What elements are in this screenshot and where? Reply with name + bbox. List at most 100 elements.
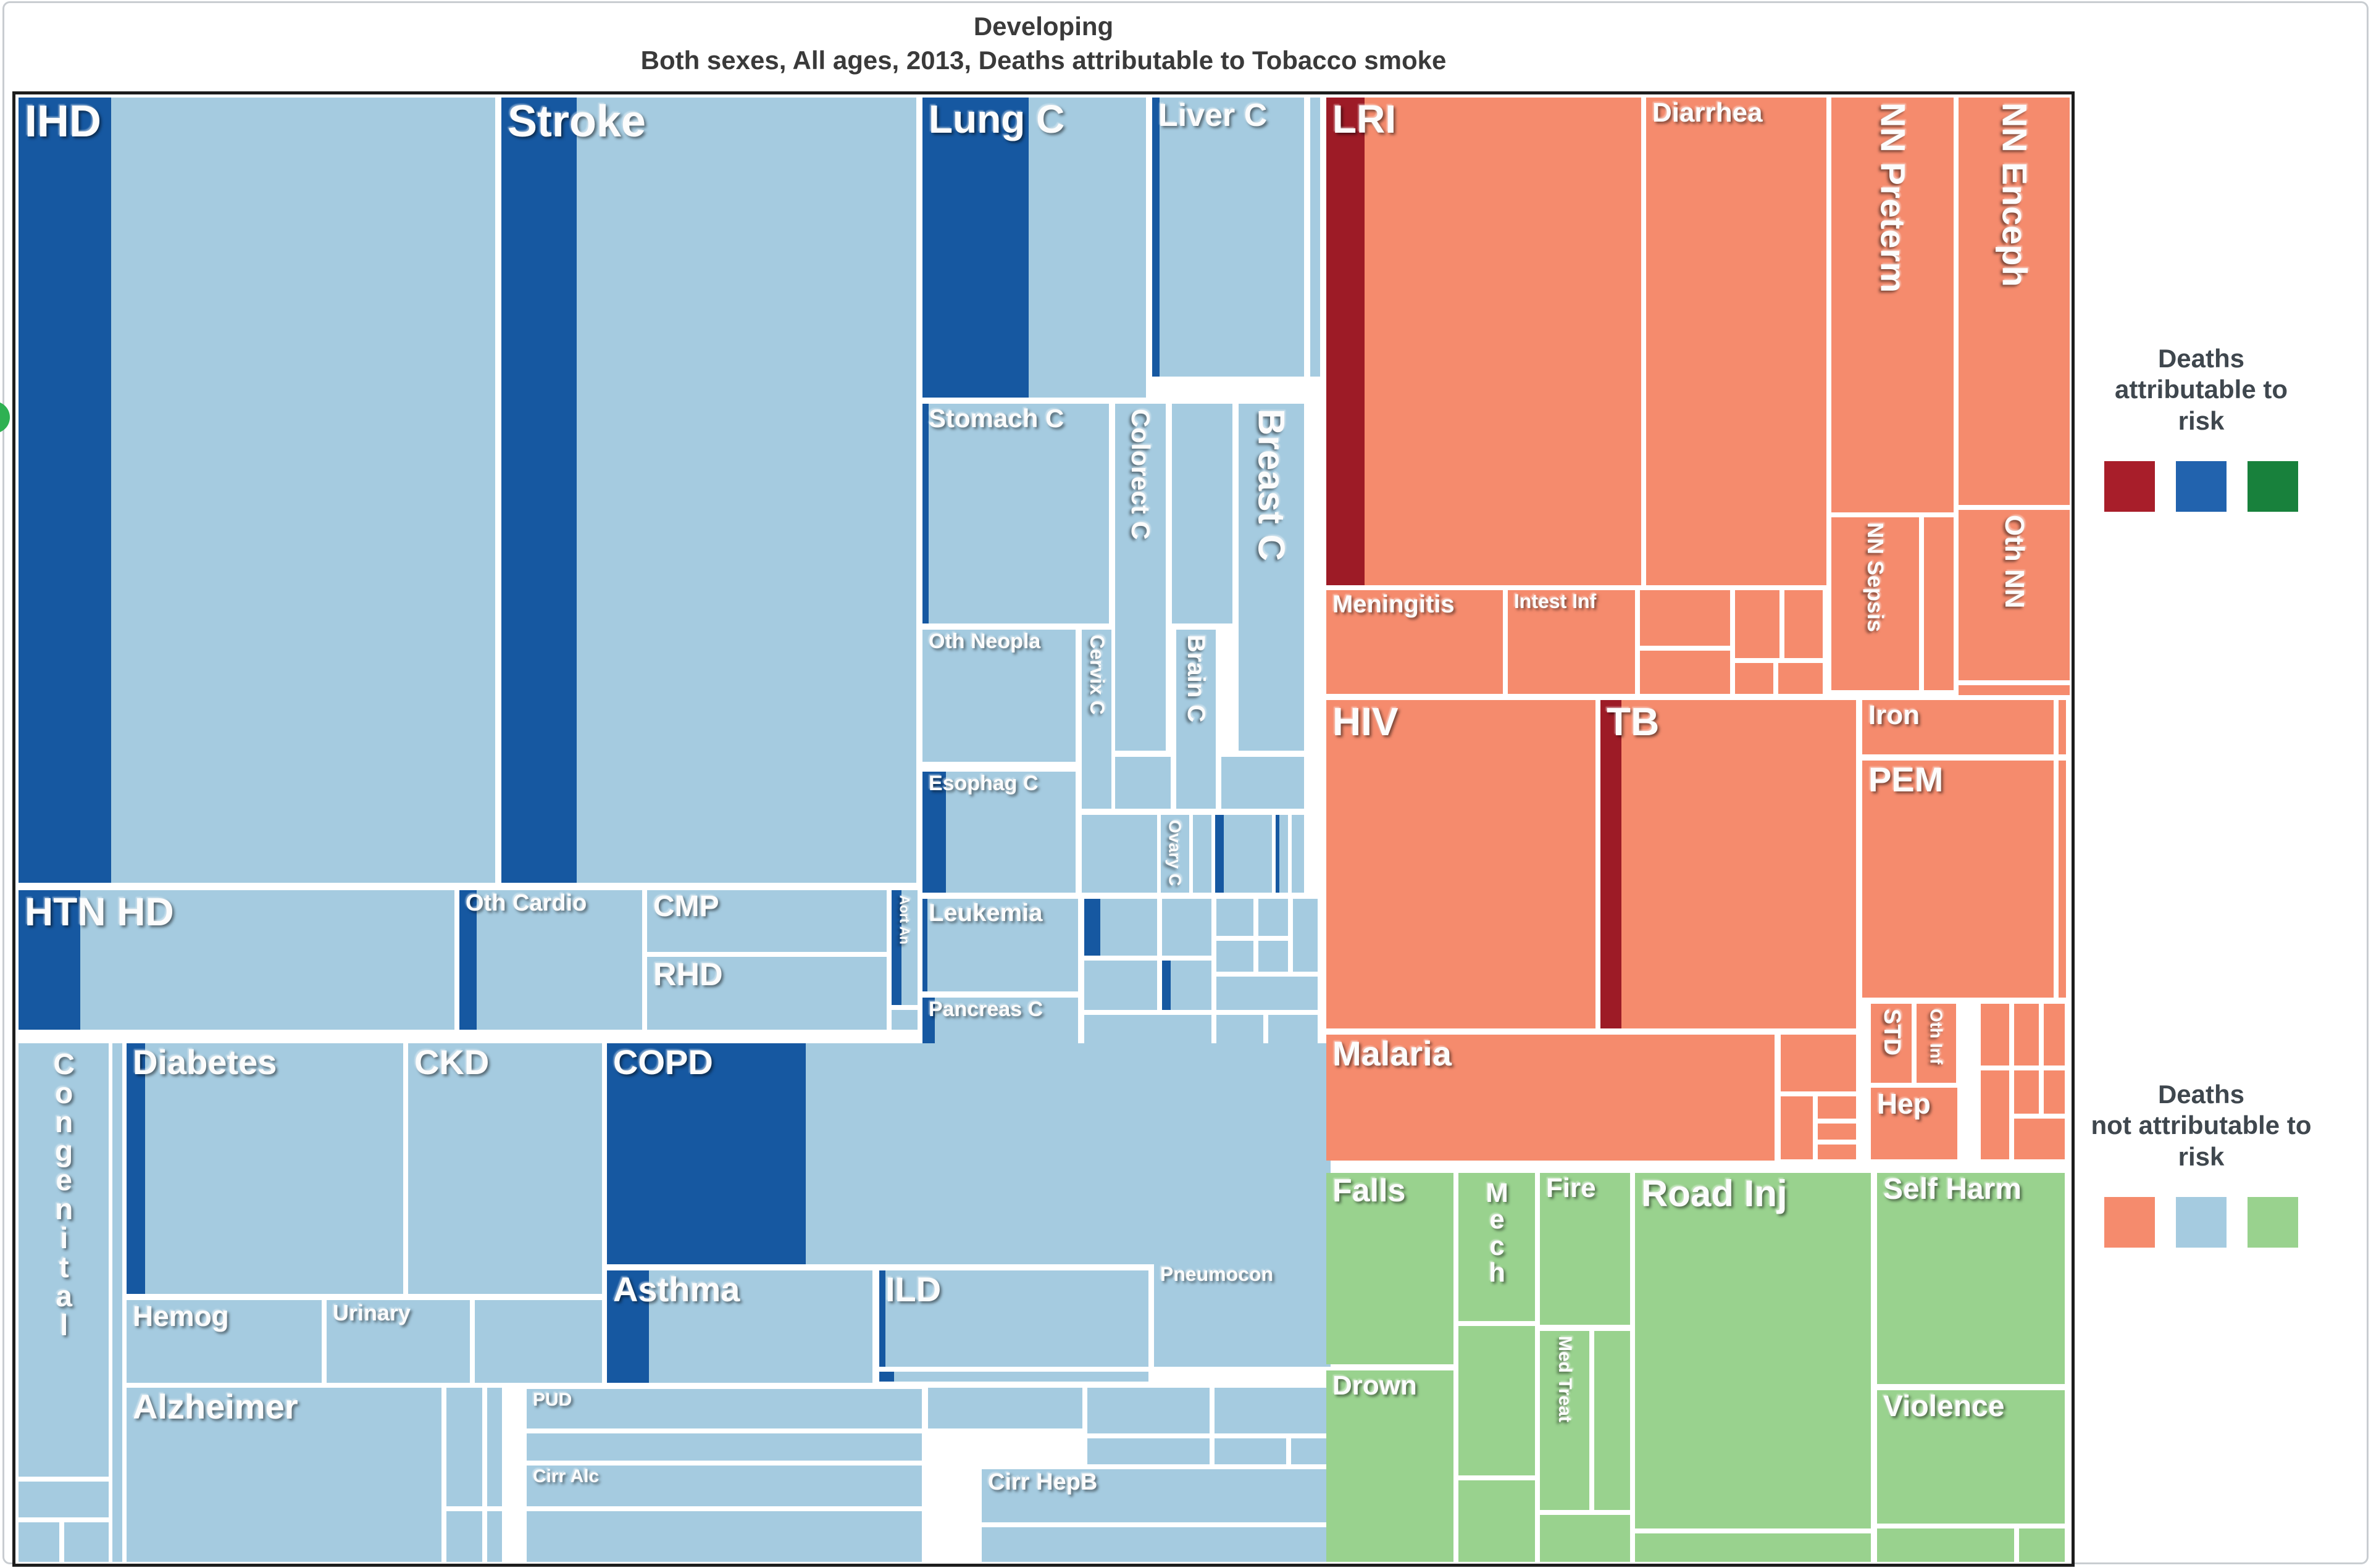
tile-unlabeled[interactable]	[1458, 1326, 1535, 1475]
tile-fire[interactable]: Fire	[1540, 1173, 1630, 1325]
tile-unlabeled[interactable]	[112, 1043, 122, 1562]
tile-hep[interactable]: Hep	[1871, 1088, 1957, 1159]
tile-ovary-c[interactable]: Ovary C	[1161, 815, 1189, 893]
tile-unlabeled[interactable]	[446, 1388, 482, 1506]
tile-unlabeled[interactable]	[1959, 685, 2070, 695]
tile-unlabeled[interactable]	[1458, 1480, 1535, 1562]
tile-unlabeled[interactable]	[2014, 1004, 2039, 1065]
tile-cervix-c[interactable]: Cervix C	[1082, 630, 1111, 809]
tile-unlabeled[interactable]	[1216, 899, 1253, 936]
tile-oth-neopla[interactable]: Oth Neopla	[922, 630, 1076, 762]
tile-unlabeled[interactable]	[2044, 1004, 2065, 1065]
tile-unlabeled[interactable]	[2059, 700, 2066, 754]
tile-oth-nn[interactable]: Oth NN	[1959, 510, 2070, 680]
tile-unlabeled[interactable]	[1735, 663, 1773, 694]
tile-unlabeled[interactable]	[1291, 1438, 1331, 1464]
tile-lri[interactable]: LRI	[1326, 98, 1641, 585]
tile-ckd[interactable]: CKD	[408, 1043, 602, 1294]
tile-unlabeled[interactable]	[1084, 899, 1157, 956]
tile-breast-c[interactable]: Breast C	[1239, 404, 1304, 751]
tile-std[interactable]: STD	[1871, 1004, 1912, 1083]
tile-mech[interactable]: Mech	[1458, 1173, 1535, 1321]
tile-unlabeled[interactable]	[1276, 815, 1288, 893]
tile-unlabeled[interactable]	[1172, 404, 1232, 623]
tile-ihd[interactable]: IHD	[19, 98, 495, 883]
tile-unlabeled[interactable]	[2014, 1119, 2065, 1159]
tile-unlabeled[interactable]	[527, 1511, 922, 1562]
tile-diabetes[interactable]: Diabetes	[127, 1043, 403, 1294]
tile-iron[interactable]: Iron	[1862, 700, 2054, 754]
tile-unlabeled[interactable]	[1087, 1438, 1210, 1464]
tile-intest-inf[interactable]: Intest Inf	[1508, 590, 1635, 694]
tile-unlabeled[interactable]	[1924, 517, 1954, 690]
tile-pem[interactable]: PEM	[1862, 761, 2054, 998]
tile-stomach-c[interactable]: Stomach C	[922, 404, 1109, 623]
tile-unlabeled[interactable]	[1784, 590, 1823, 658]
tile-unlabeled[interactable]	[1162, 899, 1211, 956]
tile-hemog[interactable]: Hemog	[127, 1300, 322, 1383]
tile-nn-preterm[interactable]: NN Preterm	[1831, 98, 1954, 512]
tile-esophag-c[interactable]: Esophag C	[922, 772, 1076, 893]
tile-lung-c[interactable]: Lung C	[922, 98, 1146, 398]
tile-unlabeled[interactable]	[487, 1388, 502, 1506]
tile-rhd[interactable]: RHD	[647, 957, 887, 1030]
tile-unlabeled[interactable]	[1735, 590, 1779, 658]
tile-liver-c[interactable]: Liver C	[1152, 98, 1304, 377]
tile-unlabeled[interactable]	[1818, 1124, 1856, 1140]
tile-ild[interactable]: ILD	[879, 1270, 1148, 1367]
tile-falls[interactable]: Falls	[1326, 1173, 1453, 1364]
tile-alzheimer[interactable]: Alzheimer	[127, 1388, 441, 1562]
tile-road-inj[interactable]: Road Inj	[1635, 1173, 1871, 1528]
tile-unlabeled[interactable]	[1162, 961, 1211, 1010]
tile-oth-cardio[interactable]: Oth Cardio	[459, 890, 642, 1030]
tile-med-treat[interactable]: Med Treat	[1540, 1331, 1589, 1510]
tile-unlabeled[interactable]	[1293, 899, 1318, 972]
tile-pneumocon[interactable]: Pneumocon	[1154, 1263, 1331, 1367]
tile-unlabeled[interactable]	[1258, 941, 1288, 972]
tile-unlabeled[interactable]	[1221, 757, 1304, 809]
tile-unlabeled[interactable]	[2014, 1070, 2039, 1114]
tile-cirr-hepb[interactable]: Cirr HepB	[982, 1469, 1331, 1522]
tile-unlabeled[interactable]	[1215, 1388, 1331, 1433]
tile-copd[interactable]: COPD	[607, 1043, 1331, 1264]
tile-unlabeled[interactable]	[475, 1300, 602, 1383]
tile-unlabeled[interactable]	[1781, 1096, 1813, 1159]
tile-unlabeled[interactable]	[446, 1511, 482, 1562]
tile-unlabeled[interactable]	[1781, 1035, 1856, 1091]
tile-unlabeled[interactable]	[982, 1527, 1331, 1562]
tile-unlabeled[interactable]	[2019, 1528, 2065, 1562]
tile-unlabeled[interactable]	[1084, 961, 1157, 1010]
tile-self-harm[interactable]: Self Harm	[1877, 1173, 2065, 1384]
tile-asthma[interactable]: Asthma	[607, 1270, 872, 1383]
tile-pud[interactable]: PUD	[527, 1389, 922, 1428]
tile-unlabeled[interactable]	[1635, 1533, 1871, 1562]
tile-unlabeled[interactable]	[487, 1511, 502, 1562]
tile-unlabeled[interactable]	[1818, 1096, 1856, 1119]
tile-oth-inf[interactable]: Oth Inf	[1917, 1004, 1956, 1083]
tile-stroke[interactable]: Stroke	[501, 98, 916, 883]
tile-nn-enceph[interactable]: NN Enceph	[1959, 98, 2070, 505]
side-drawer-handle[interactable]	[0, 401, 10, 433]
tile-unlabeled[interactable]	[1310, 98, 1320, 377]
tile-unlabeled[interactable]	[879, 1372, 1148, 1382]
tile-hiv[interactable]: HIV	[1326, 700, 1595, 1028]
tile-cirr-alc[interactable]: Cirr Alc	[527, 1466, 922, 1506]
tile-htn-hd[interactable]: HTN HD	[19, 890, 454, 1030]
tile-unlabeled[interactable]	[928, 1388, 1082, 1428]
tile-tb[interactable]: TB	[1600, 700, 1856, 1028]
tile-unlabeled[interactable]	[1216, 977, 1318, 1010]
tile-unlabeled[interactable]	[1540, 1515, 1630, 1562]
tile-unlabeled[interactable]	[1216, 941, 1253, 972]
tile-unlabeled[interactable]	[892, 1010, 918, 1030]
tile-leukemia[interactable]: Leukemia	[922, 899, 1078, 991]
tile-malaria[interactable]: Malaria	[1326, 1035, 1775, 1161]
tile-unlabeled[interactable]	[1640, 651, 1730, 694]
tile-brain-c[interactable]: Brain C	[1176, 630, 1216, 809]
tile-unlabeled[interactable]	[1640, 590, 1730, 646]
tile-unlabeled[interactable]	[1292, 815, 1304, 893]
tile-colorect-c[interactable]: Colorect C	[1115, 404, 1166, 751]
tile-unlabeled[interactable]	[1258, 899, 1288, 936]
tile-cmp[interactable]: CMP	[647, 890, 887, 952]
tile-unlabeled[interactable]	[64, 1522, 109, 1562]
tile-diarrhea[interactable]: Diarrhea	[1646, 98, 1826, 585]
